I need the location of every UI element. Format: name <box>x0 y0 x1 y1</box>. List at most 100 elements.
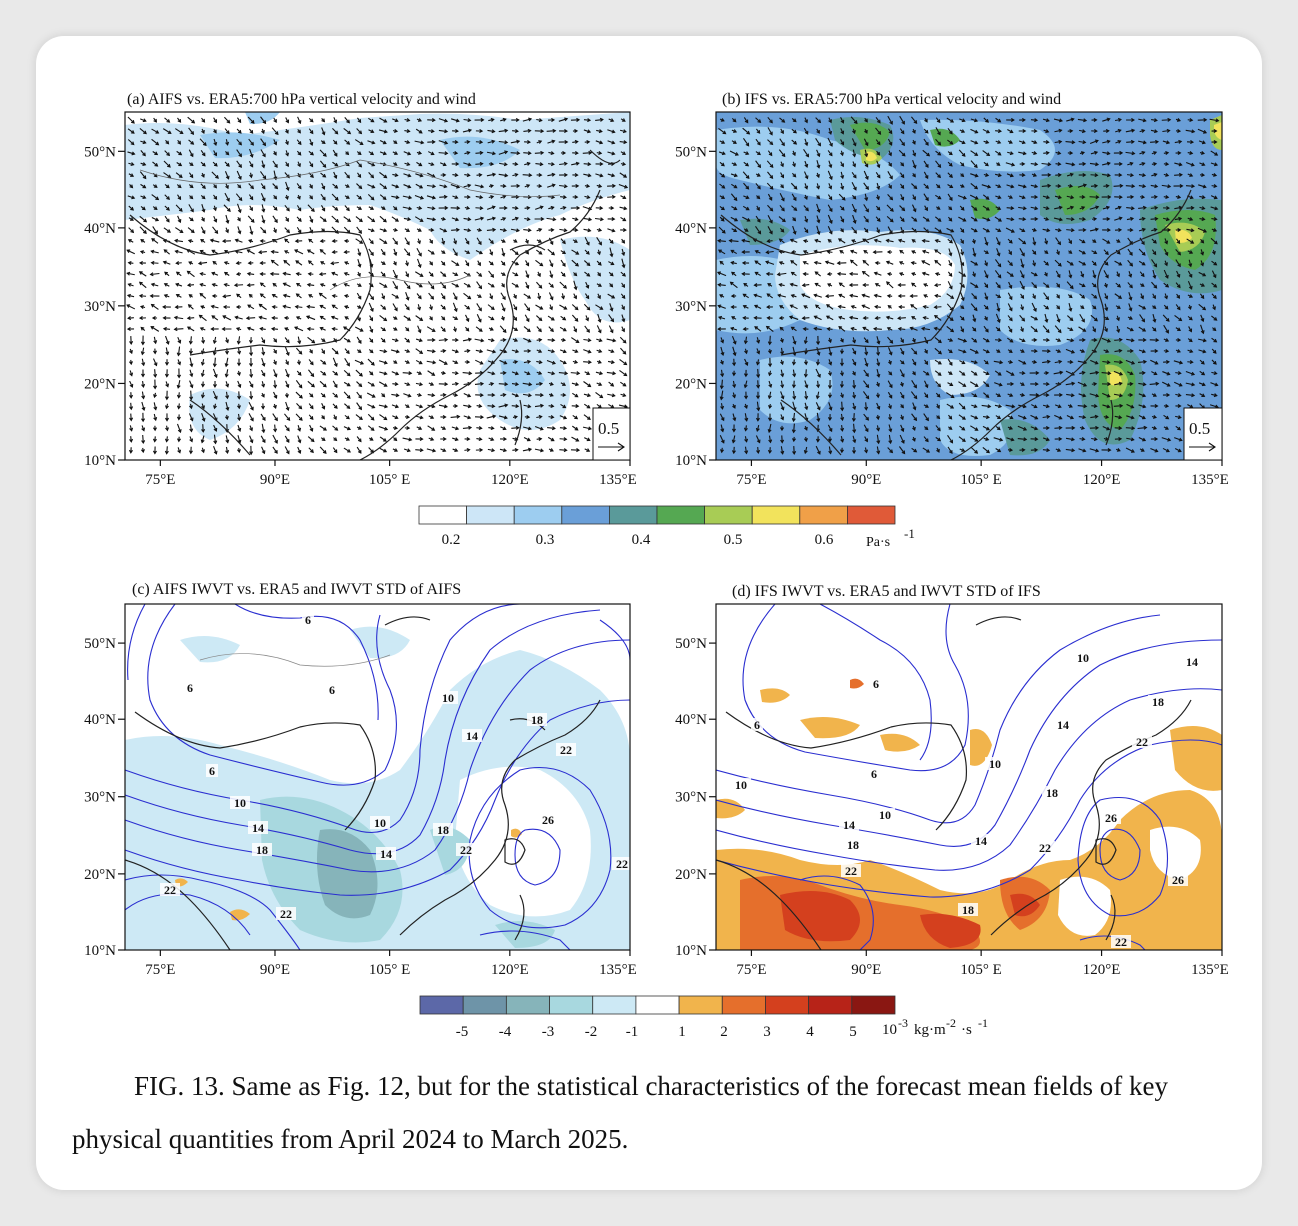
wind-vector-head <box>1033 359 1038 364</box>
wind-vector <box>249 148 253 158</box>
wind-vector-head <box>985 196 990 200</box>
wind-vector <box>816 215 820 223</box>
wind-vector-head <box>1034 184 1039 189</box>
wind-vector-head <box>383 129 388 134</box>
wind-vector-head <box>295 316 300 320</box>
wind-vector <box>875 127 881 135</box>
wind-vector-head <box>210 326 215 332</box>
wind-vector-head <box>430 162 435 167</box>
wind-vector <box>404 237 410 245</box>
wind-vector <box>213 424 217 432</box>
wind-vector-head <box>478 227 483 232</box>
wind-vector-head <box>622 228 627 233</box>
wind-vector <box>1065 162 1075 166</box>
wind-vector-head <box>357 449 362 454</box>
wind-vector-head <box>872 250 877 255</box>
wind-vector-head <box>431 404 436 409</box>
wind-vector <box>163 261 171 265</box>
wind-vector-head <box>997 151 1002 156</box>
wind-vector-head <box>551 360 556 365</box>
wind-vector-head <box>393 140 398 144</box>
wind-vector-head <box>1009 173 1014 178</box>
wind-vector-head <box>164 450 169 455</box>
wind-vector-head <box>393 227 399 232</box>
wind-vector-head <box>792 395 797 400</box>
wind-vector-head <box>745 162 750 167</box>
wind-vector <box>585 281 589 289</box>
wind-vector-head <box>1213 361 1217 365</box>
wind-vector-head <box>143 130 147 135</box>
wind-vector <box>151 217 159 221</box>
wind-vector-head <box>564 129 569 134</box>
wind-vector-head <box>357 252 362 257</box>
wind-vector-head <box>609 283 614 288</box>
wind-vector <box>606 338 616 342</box>
wind-vector <box>792 346 796 356</box>
wind-vector-head <box>876 196 880 201</box>
wind-vector-head <box>840 130 845 135</box>
wind-vector-head <box>1045 284 1050 288</box>
wind-vector <box>462 426 472 430</box>
wind-vector <box>887 336 893 344</box>
wind-vector-head <box>540 216 545 222</box>
wind-vector-head <box>1081 349 1086 353</box>
wind-vector-head <box>961 284 966 288</box>
wind-vector-head <box>840 163 844 168</box>
wind-vector-head <box>997 393 1002 397</box>
wind-vector-head <box>950 394 955 399</box>
wind-vector <box>391 393 399 397</box>
wind-vector-head <box>779 326 784 331</box>
wind-vector-head <box>1142 337 1147 343</box>
wind-vector <box>1114 415 1122 419</box>
wind-vector-head <box>622 151 627 155</box>
wind-vector-head <box>960 162 965 167</box>
wind-vector-head <box>274 439 278 444</box>
wind-vector-head <box>319 238 324 244</box>
wind-vector <box>851 138 857 146</box>
wind-vector <box>995 237 1001 245</box>
wind-vector-head <box>721 184 726 189</box>
wind-vector-head <box>1202 184 1207 189</box>
wind-vector-head <box>587 162 592 167</box>
wind-vector-head <box>804 119 808 124</box>
wind-vector-head <box>273 206 278 211</box>
wind-vector-head <box>330 315 335 320</box>
wind-vector <box>284 425 290 431</box>
wind-vector <box>332 127 338 135</box>
wind-vector <box>343 447 351 453</box>
wind-vector-head <box>1188 338 1193 343</box>
wind-vector <box>923 138 929 146</box>
wind-vector <box>297 336 301 344</box>
wind-vector-head <box>286 427 290 432</box>
wind-vector <box>583 303 591 311</box>
wind-vector <box>1054 325 1062 333</box>
wind-vector-head <box>1034 162 1039 167</box>
wind-vector-head <box>876 373 881 378</box>
wind-vector <box>486 217 496 221</box>
wind-vector-head <box>308 294 313 298</box>
wind-vector <box>1175 248 1181 256</box>
wind-vector <box>934 216 942 222</box>
wind-vector-head <box>1094 414 1099 419</box>
wind-vector-head <box>1032 262 1037 267</box>
wind-vector-head <box>924 384 929 389</box>
wind-vector-head <box>225 130 230 135</box>
wind-vector-head <box>153 373 158 378</box>
wind-vector-head <box>537 273 541 278</box>
wind-vector-head <box>1213 371 1218 376</box>
wind-vector <box>756 401 760 411</box>
wind-vector-head <box>960 297 965 302</box>
wind-vector-head <box>285 384 290 389</box>
wind-vector <box>223 294 231 298</box>
wind-vector-head <box>1045 195 1051 200</box>
wind-vector-head <box>1116 250 1121 255</box>
wind-vector-head <box>370 174 375 179</box>
wind-vector-head <box>897 316 902 321</box>
wind-vector-head <box>876 206 881 211</box>
wind-vector <box>1137 361 1147 363</box>
wind-vector-head <box>1020 274 1025 279</box>
wind-vector-head <box>321 338 326 342</box>
wind-vector-head <box>211 293 216 299</box>
wind-vector-head <box>921 249 926 254</box>
wind-vector <box>804 391 808 399</box>
